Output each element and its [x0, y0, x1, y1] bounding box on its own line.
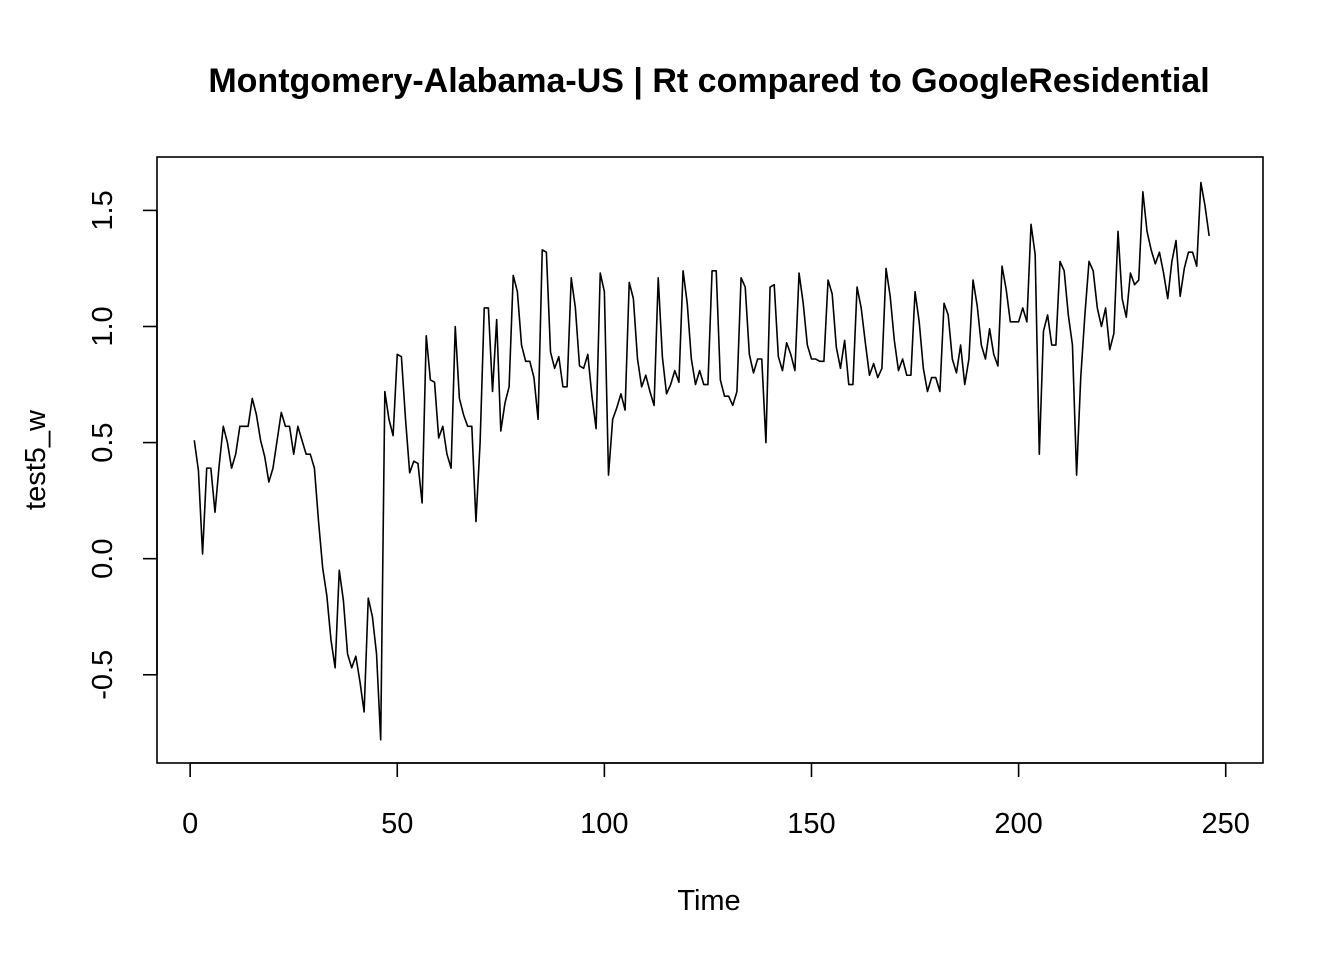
series-group [193, 181, 1210, 741]
x-tick-label: 100 [580, 808, 628, 840]
x-axis: 0 50 100 150 200 250 [182, 762, 1250, 840]
y-axis: -0.5 0.0 0.5 1.0 1.5 [87, 190, 158, 700]
x-tick-label: 200 [994, 808, 1042, 840]
chart-title: Montgomery-Alabama-US | Rt compared to G… [208, 62, 1209, 100]
y-tick-label: -0.5 [87, 650, 119, 700]
y-tick-label: 1.0 [87, 306, 119, 346]
y-tick-label: 0.0 [87, 539, 119, 579]
y-tick-label: 1.5 [87, 190, 119, 230]
y-tick-label: 0.5 [87, 422, 119, 462]
y-axis-label: test5_w [20, 409, 52, 510]
x-tick-label: 150 [787, 808, 835, 840]
x-axis-label: Time [677, 885, 740, 917]
plot-frame [156, 156, 1264, 764]
x-tick-label: 0 [182, 808, 198, 840]
series-line [193, 181, 1210, 741]
x-tick-label: 250 [1202, 808, 1250, 840]
x-tick-label: 50 [381, 808, 413, 840]
